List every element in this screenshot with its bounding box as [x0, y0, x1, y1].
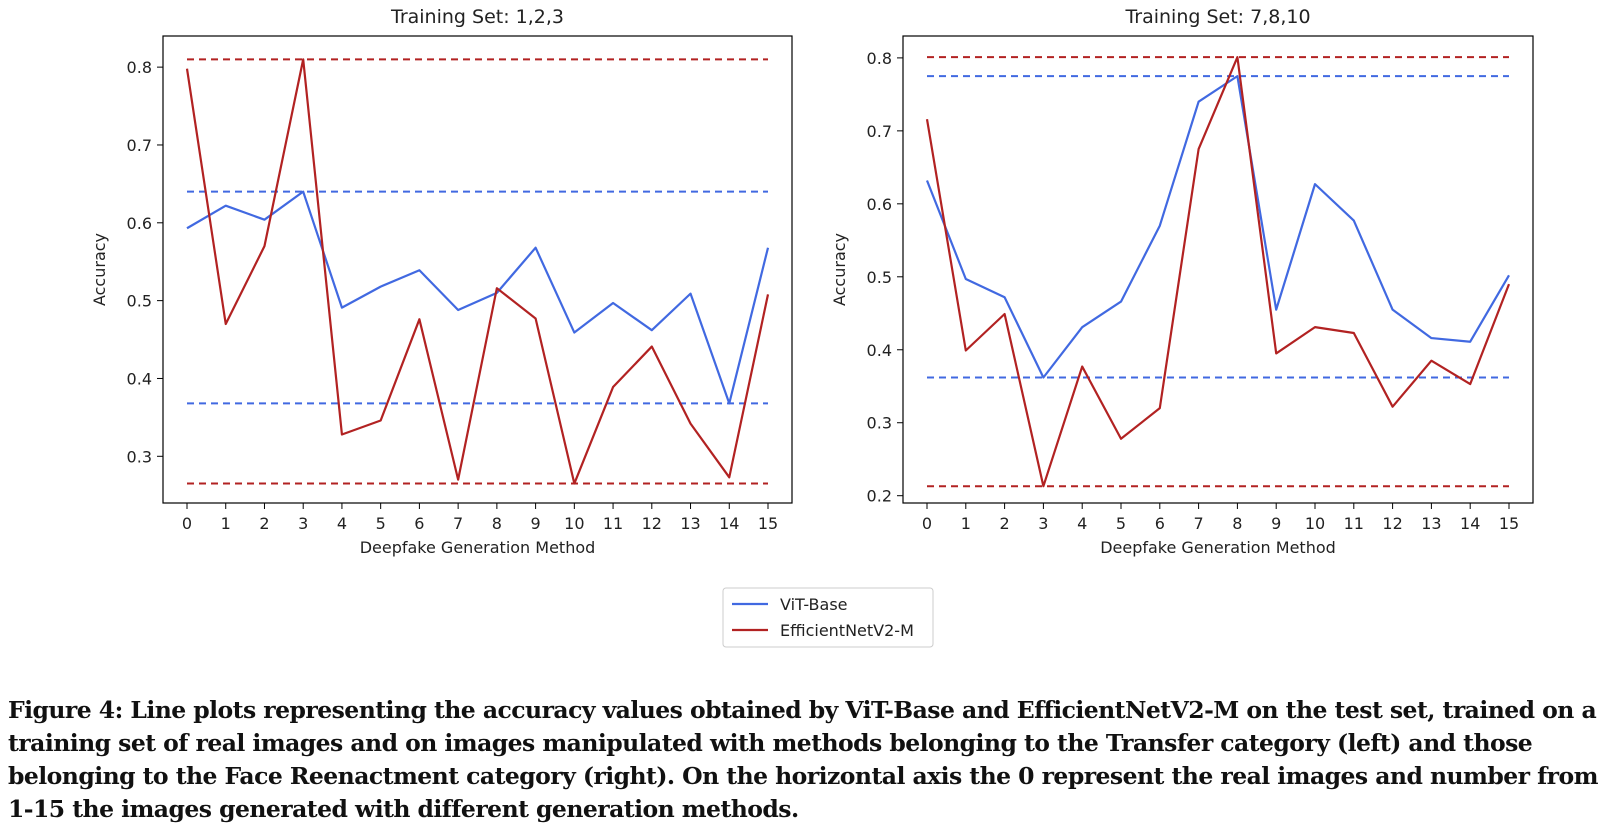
y-tick-label: 0.4	[867, 341, 892, 360]
x-tick-label: 14	[1460, 514, 1480, 533]
y-tick-label: 0.5	[127, 292, 152, 311]
x-tick-label: 6	[414, 514, 424, 533]
x-tick-label: 4	[337, 514, 347, 533]
x-tick-label: 10	[564, 514, 584, 533]
x-tick-label: 12	[642, 514, 662, 533]
x-axis-label: Deepfake Generation Method	[1100, 538, 1336, 557]
figure-caption: Figure 4: Line plots representing the ac…	[8, 696, 1598, 823]
x-tick-label: 8	[492, 514, 502, 533]
chart-title: Training Set: 1,2,3	[390, 6, 564, 28]
x-axis-label: Deepfake Generation Method	[360, 538, 596, 557]
plot-frame	[162, 35, 793, 504]
x-tick-label: 15	[1499, 514, 1519, 533]
x-tick-label: 5	[376, 514, 386, 533]
y-tick-label: 0.6	[867, 195, 892, 214]
chart-title: Training Set: 7,8,10	[1124, 6, 1310, 28]
right-chart: Training Set: 7,8,10 0.2 0.3 0.4 0.5 0.6 0.7 0.…	[830, 6, 1534, 557]
x-tick-label: 9	[531, 514, 541, 533]
effnet-series-line	[925, 56, 1511, 488]
y-tick-label: 0.8	[867, 49, 892, 68]
x-tick-label: 3	[1038, 514, 1048, 533]
y-tick-label: 0.7	[867, 122, 892, 141]
x-tick-label: 1	[221, 514, 231, 533]
legend-box	[722, 587, 934, 648]
x-tick-label: 1	[961, 514, 971, 533]
x-tick-label: 7	[1194, 514, 1204, 533]
x-tick-label: 13	[1421, 514, 1441, 533]
plot-frame	[902, 35, 1534, 504]
y-tick-label: 0.5	[867, 268, 892, 287]
y-axis-label: Accuracy	[90, 233, 109, 306]
x-tick-label: 11	[1344, 514, 1364, 533]
legend: ViT-Base EfficientNetV2-M	[722, 587, 934, 648]
y-tick-label: 0.8	[127, 58, 152, 77]
x-tick-label: 2	[259, 514, 269, 533]
y-axis-label: Accuracy	[830, 233, 849, 306]
x-tick-label: 9	[1271, 514, 1281, 533]
x-tick-label: 4	[1077, 514, 1087, 533]
left-chart: Training Set: 1,2,30.30.40.50.60.70.80 1 2…	[90, 6, 793, 557]
y-tick-label: 0.4	[127, 369, 152, 388]
y-tick-label: 0.3	[127, 447, 152, 466]
y-tick-label: 0.2	[867, 487, 892, 506]
x-tick-label: 7	[453, 514, 463, 533]
x-tick-label: 11	[603, 514, 623, 533]
x-tick-label: 15	[758, 514, 778, 533]
vit-series-line	[186, 190, 770, 405]
vit-series-line	[925, 75, 1510, 379]
legend-vit-label: ViT-Base	[780, 595, 848, 614]
x-tick-label: 13	[680, 514, 700, 533]
x-tick-label: 10	[1305, 514, 1325, 533]
y-tick-label: 0.6	[127, 214, 152, 233]
figure: Training Set: 1,2,30.30.40.50.60.70.80 1 2…	[90, 6, 1534, 648]
effnet-series-line	[185, 58, 770, 485]
x-tick-label: 5	[1116, 514, 1126, 533]
x-tick-label: 6	[1155, 514, 1165, 533]
y-tick-label: 0.3	[867, 414, 892, 433]
x-tick-label: 3	[298, 514, 308, 533]
x-tick-label: 0	[182, 514, 192, 533]
y-tick-label: 0.7	[127, 136, 152, 155]
x-tick-label: 8	[1232, 514, 1242, 533]
x-tick-label: 12	[1382, 514, 1402, 533]
legend-effnet-label: EfficientNetV2-M	[780, 621, 914, 640]
x-tick-label: 0	[922, 514, 932, 533]
x-tick-label: 14	[719, 514, 739, 533]
x-tick-label: 2	[1000, 514, 1010, 533]
